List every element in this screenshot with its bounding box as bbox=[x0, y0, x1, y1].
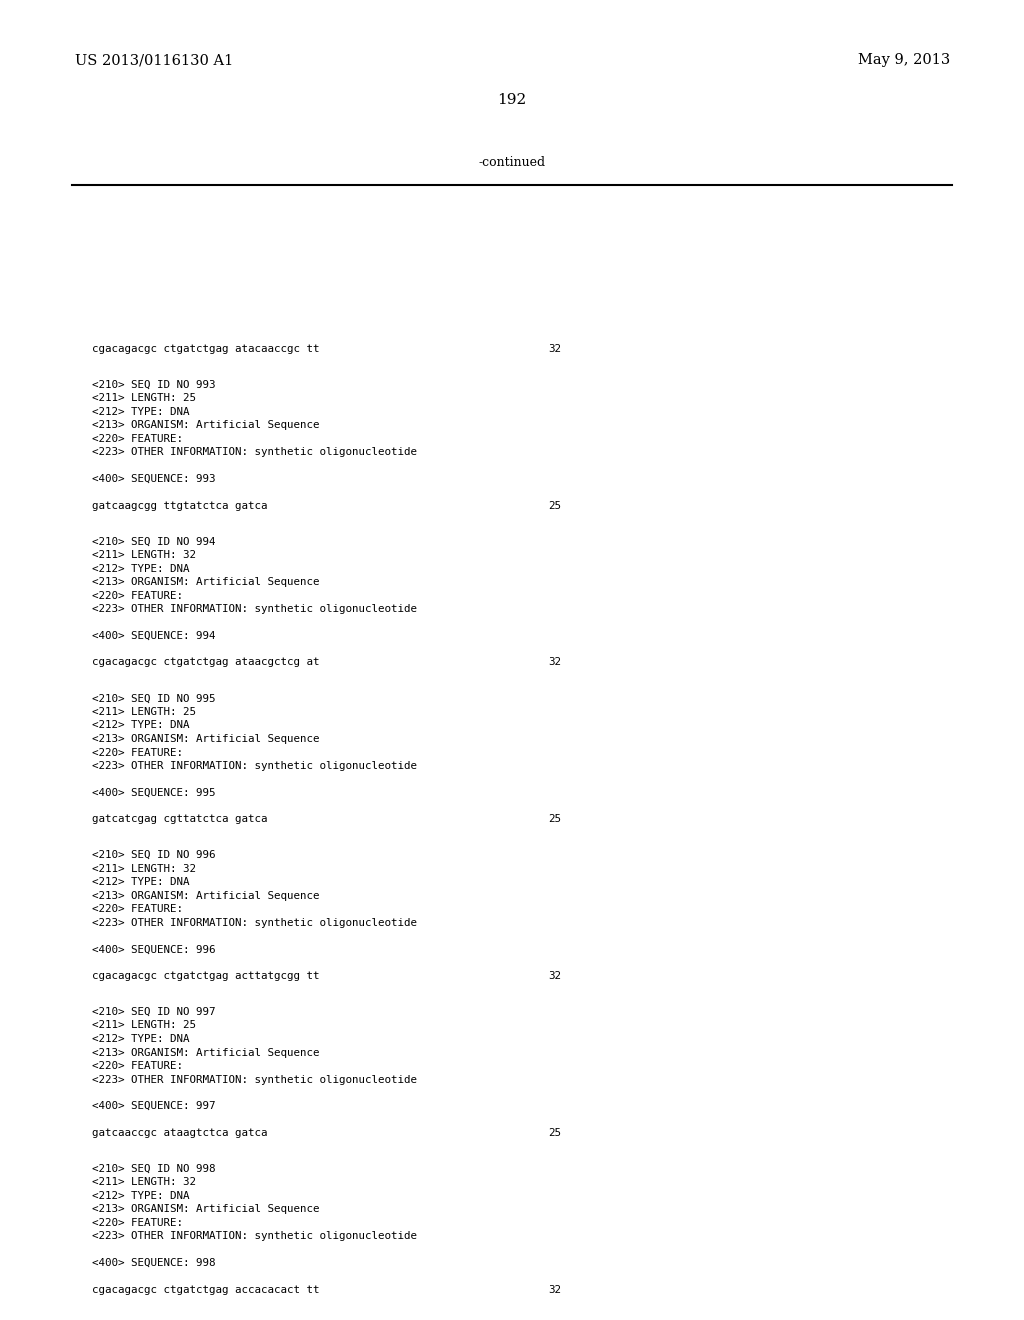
Text: <400> SEQUENCE: 995: <400> SEQUENCE: 995 bbox=[92, 788, 216, 797]
Text: 192: 192 bbox=[498, 92, 526, 107]
Text: 32: 32 bbox=[548, 972, 561, 981]
Text: <223> OTHER INFORMATION: synthetic oligonucleotide: <223> OTHER INFORMATION: synthetic oligo… bbox=[92, 762, 417, 771]
Text: 25: 25 bbox=[548, 814, 561, 824]
Text: <210> SEQ ID NO 996: <210> SEQ ID NO 996 bbox=[92, 850, 216, 861]
Text: <211> LENGTH: 25: <211> LENGTH: 25 bbox=[92, 706, 197, 717]
Text: 32: 32 bbox=[548, 345, 561, 354]
Text: <211> LENGTH: 32: <211> LENGTH: 32 bbox=[92, 863, 197, 874]
Text: <213> ORGANISM: Artificial Sequence: <213> ORGANISM: Artificial Sequence bbox=[92, 891, 319, 900]
Text: <223> OTHER INFORMATION: synthetic oligonucleotide: <223> OTHER INFORMATION: synthetic oligo… bbox=[92, 917, 417, 928]
Text: <220> FEATURE:: <220> FEATURE: bbox=[92, 434, 183, 444]
Text: cgacagacgc ctgatctgag atacaaccgc tt: cgacagacgc ctgatctgag atacaaccgc tt bbox=[92, 345, 319, 354]
Text: <220> FEATURE:: <220> FEATURE: bbox=[92, 591, 183, 601]
Text: <213> ORGANISM: Artificial Sequence: <213> ORGANISM: Artificial Sequence bbox=[92, 734, 319, 744]
Text: <211> LENGTH: 25: <211> LENGTH: 25 bbox=[92, 393, 197, 403]
Text: <211> LENGTH: 32: <211> LENGTH: 32 bbox=[92, 550, 197, 560]
Text: <210> SEQ ID NO 995: <210> SEQ ID NO 995 bbox=[92, 693, 216, 704]
Text: <400> SEQUENCE: 997: <400> SEQUENCE: 997 bbox=[92, 1101, 216, 1111]
Text: gatcaagcgg ttgtatctca gatca: gatcaagcgg ttgtatctca gatca bbox=[92, 500, 267, 511]
Text: <210> SEQ ID NO 993: <210> SEQ ID NO 993 bbox=[92, 380, 216, 389]
Text: gatcatcgag cgttatctca gatca: gatcatcgag cgttatctca gatca bbox=[92, 814, 267, 824]
Text: <213> ORGANISM: Artificial Sequence: <213> ORGANISM: Artificial Sequence bbox=[92, 577, 319, 587]
Text: cgacagacgc ctgatctgag acttatgcgg tt: cgacagacgc ctgatctgag acttatgcgg tt bbox=[92, 972, 319, 981]
Text: <400> SEQUENCE: 994: <400> SEQUENCE: 994 bbox=[92, 631, 216, 642]
Text: <213> ORGANISM: Artificial Sequence: <213> ORGANISM: Artificial Sequence bbox=[92, 420, 319, 430]
Text: <212> TYPE: DNA: <212> TYPE: DNA bbox=[92, 878, 189, 887]
Text: <211> LENGTH: 32: <211> LENGTH: 32 bbox=[92, 1177, 197, 1187]
Text: 32: 32 bbox=[548, 1284, 561, 1295]
Text: <210> SEQ ID NO 997: <210> SEQ ID NO 997 bbox=[92, 1007, 216, 1016]
Text: <211> LENGTH: 25: <211> LENGTH: 25 bbox=[92, 1020, 197, 1031]
Text: <223> OTHER INFORMATION: synthetic oligonucleotide: <223> OTHER INFORMATION: synthetic oligo… bbox=[92, 1232, 417, 1241]
Text: <223> OTHER INFORMATION: synthetic oligonucleotide: <223> OTHER INFORMATION: synthetic oligo… bbox=[92, 605, 417, 614]
Text: <212> TYPE: DNA: <212> TYPE: DNA bbox=[92, 407, 189, 417]
Text: May 9, 2013: May 9, 2013 bbox=[858, 53, 950, 67]
Text: <212> TYPE: DNA: <212> TYPE: DNA bbox=[92, 721, 189, 730]
Text: <212> TYPE: DNA: <212> TYPE: DNA bbox=[92, 1034, 189, 1044]
Text: 25: 25 bbox=[548, 500, 561, 511]
Text: <400> SEQUENCE: 998: <400> SEQUENCE: 998 bbox=[92, 1258, 216, 1269]
Text: <210> SEQ ID NO 994: <210> SEQ ID NO 994 bbox=[92, 536, 216, 546]
Text: <210> SEQ ID NO 998: <210> SEQ ID NO 998 bbox=[92, 1164, 216, 1173]
Text: <220> FEATURE:: <220> FEATURE: bbox=[92, 1218, 183, 1228]
Text: <212> TYPE: DNA: <212> TYPE: DNA bbox=[92, 1191, 189, 1201]
Text: cgacagacgc ctgatctgag ataacgctcg at: cgacagacgc ctgatctgag ataacgctcg at bbox=[92, 657, 319, 668]
Text: <220> FEATURE:: <220> FEATURE: bbox=[92, 904, 183, 915]
Text: -continued: -continued bbox=[478, 156, 546, 169]
Text: US 2013/0116130 A1: US 2013/0116130 A1 bbox=[75, 53, 233, 67]
Text: <213> ORGANISM: Artificial Sequence: <213> ORGANISM: Artificial Sequence bbox=[92, 1204, 319, 1214]
Text: <400> SEQUENCE: 993: <400> SEQUENCE: 993 bbox=[92, 474, 216, 484]
Text: <400> SEQUENCE: 996: <400> SEQUENCE: 996 bbox=[92, 944, 216, 954]
Text: <220> FEATURE:: <220> FEATURE: bbox=[92, 747, 183, 758]
Text: 25: 25 bbox=[548, 1127, 561, 1138]
Text: <220> FEATURE:: <220> FEATURE: bbox=[92, 1061, 183, 1071]
Text: 32: 32 bbox=[548, 657, 561, 668]
Text: gatcaaccgc ataagtctca gatca: gatcaaccgc ataagtctca gatca bbox=[92, 1127, 267, 1138]
Text: <223> OTHER INFORMATION: synthetic oligonucleotide: <223> OTHER INFORMATION: synthetic oligo… bbox=[92, 1074, 417, 1085]
Text: <213> ORGANISM: Artificial Sequence: <213> ORGANISM: Artificial Sequence bbox=[92, 1048, 319, 1057]
Text: <212> TYPE: DNA: <212> TYPE: DNA bbox=[92, 564, 189, 574]
Text: cgacagacgc ctgatctgag accacacact tt: cgacagacgc ctgatctgag accacacact tt bbox=[92, 1284, 319, 1295]
Text: <223> OTHER INFORMATION: synthetic oligonucleotide: <223> OTHER INFORMATION: synthetic oligo… bbox=[92, 447, 417, 458]
